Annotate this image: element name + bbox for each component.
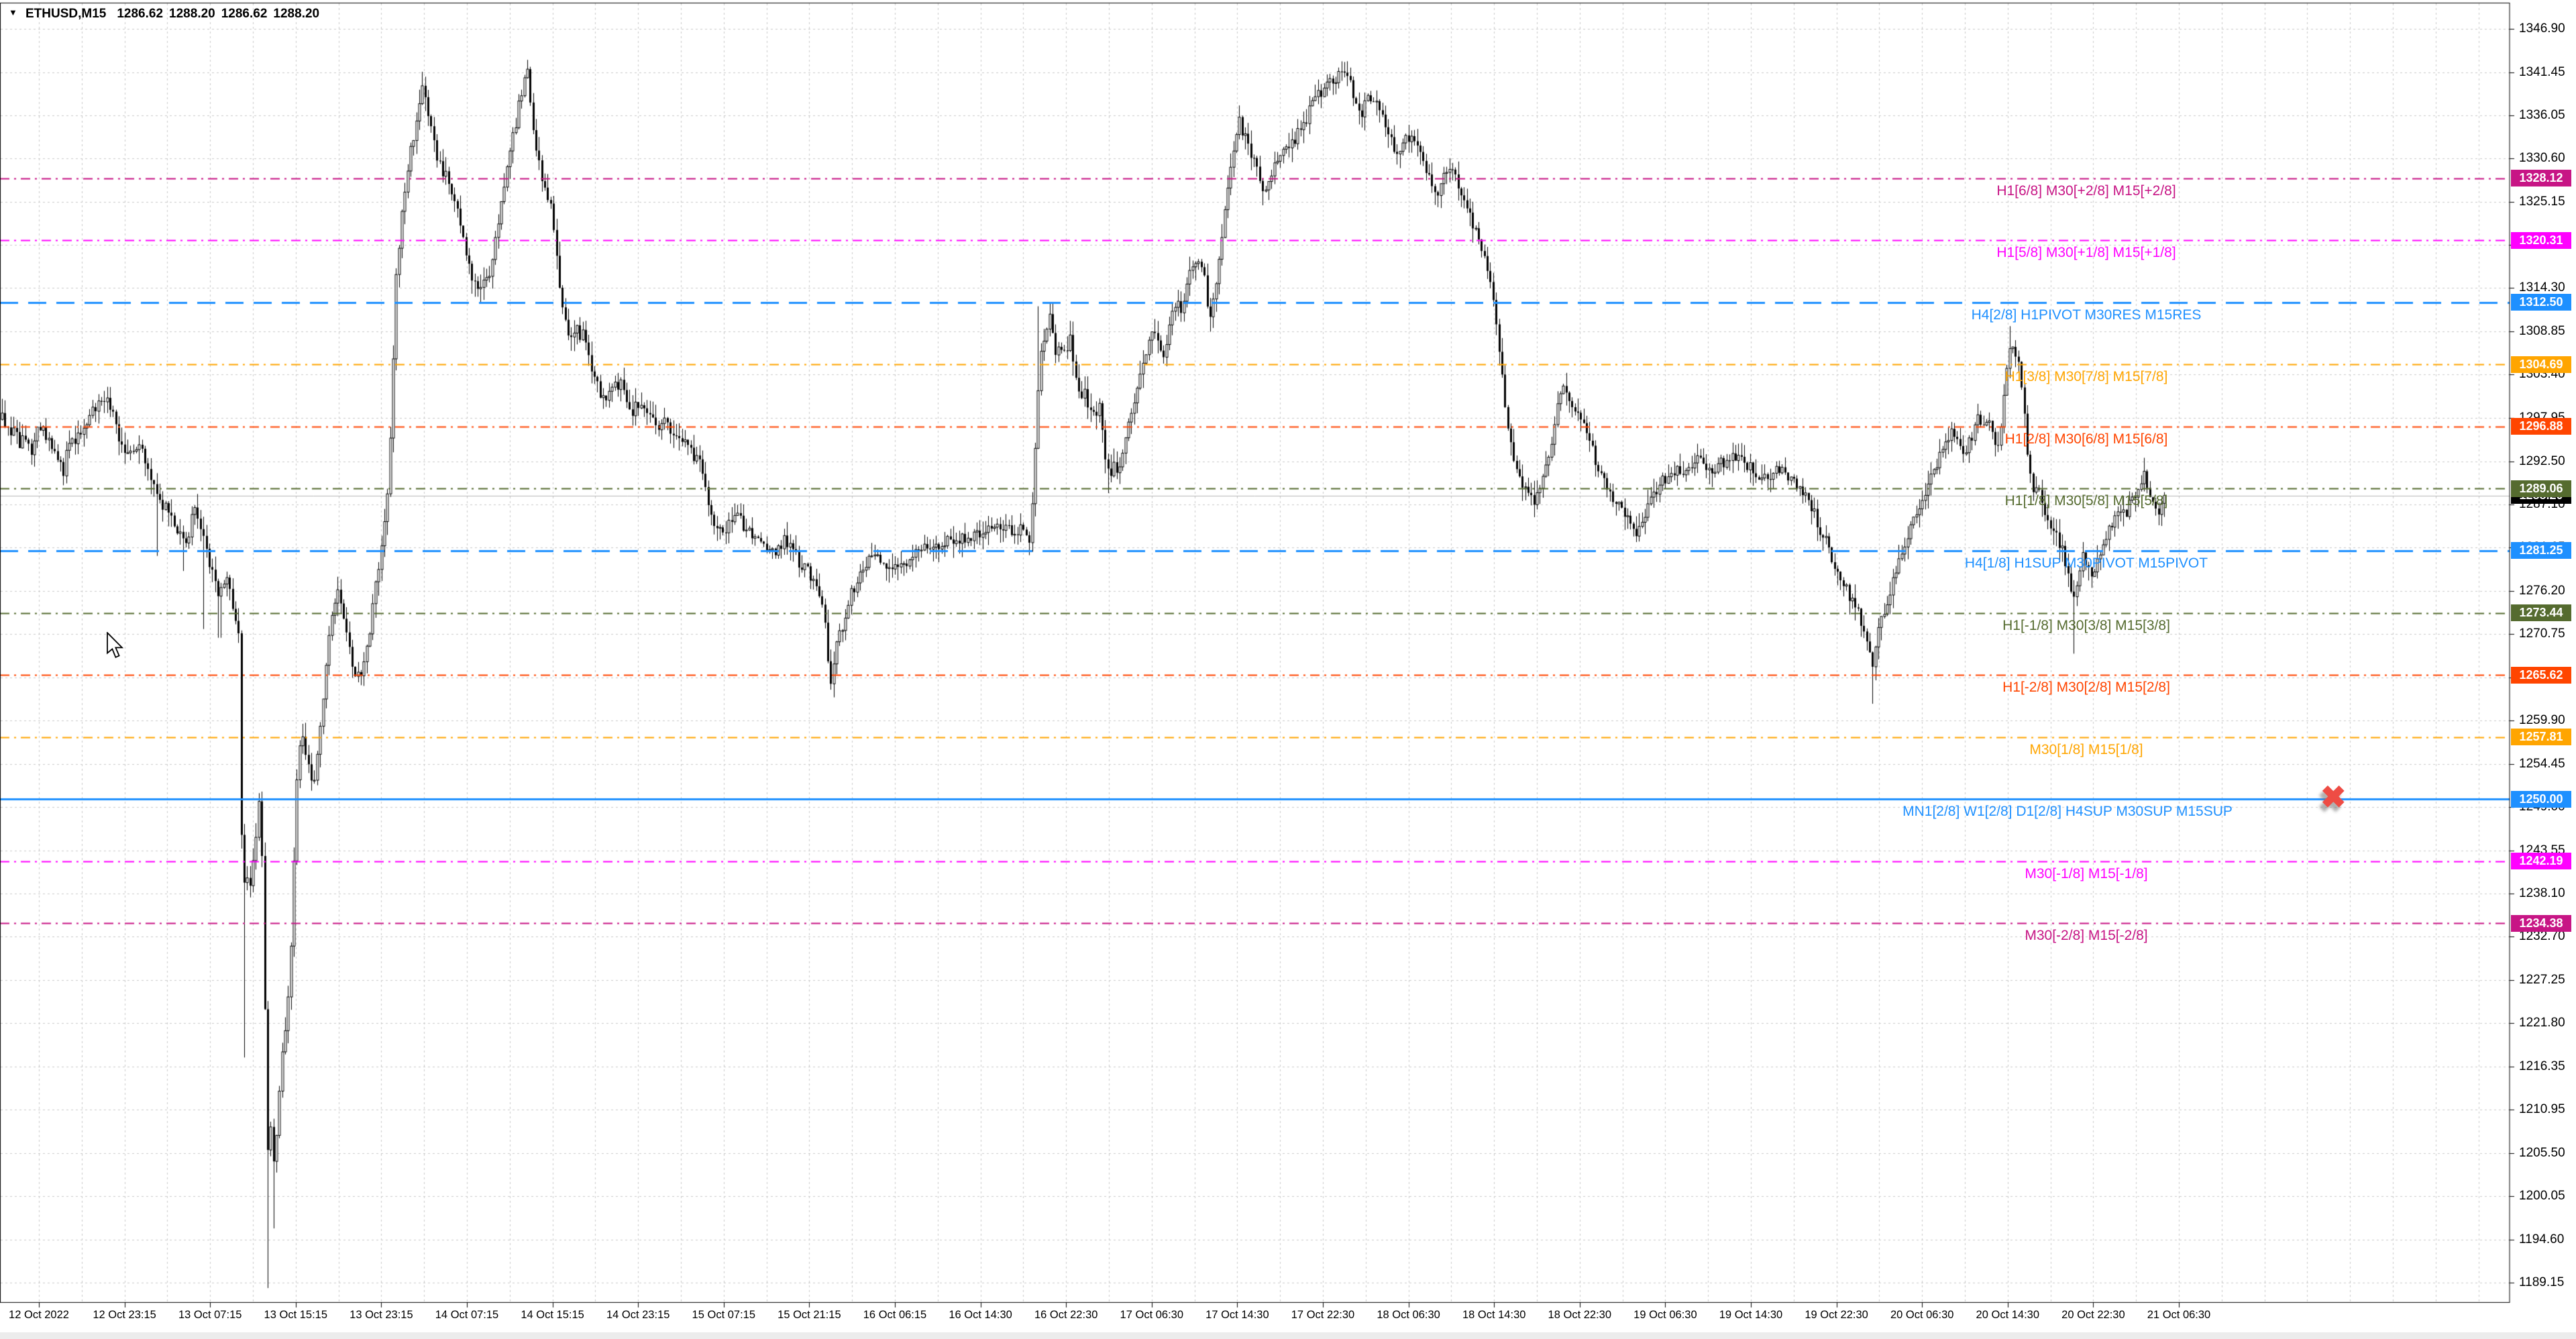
time-axis-label: 19 Oct 06:30	[1633, 1309, 1697, 1321]
chart-ohlc-title: ETHUSD,M15 1286.62 1288.20 1286.62 1288.20	[25, 7, 325, 21]
time-axis-label: 16 Oct 06:15	[863, 1309, 927, 1321]
price-level-badge: 1281.25	[2511, 542, 2571, 559]
price-tick-label: 1346.90	[2519, 21, 2565, 36]
time-axis-label: 15 Oct 07:15	[692, 1309, 756, 1321]
time-axis-label: 14 Oct 23:15	[606, 1309, 670, 1321]
price-tick-label: 1238.10	[2519, 886, 2565, 901]
window-bottom-edge	[0, 1332, 2576, 1339]
level-label: M30[-1/8] M15[-1/8]	[2025, 865, 2148, 881]
time-axis-label: 14 Oct 07:15	[435, 1309, 499, 1321]
price-tick-label: 1221.80	[2519, 1016, 2565, 1030]
level-label: H4[1/8] H1SUP M30PIVOT M15PIVOT	[1964, 555, 2208, 571]
price-tick-label: 1189.15	[2519, 1275, 2565, 1290]
symbol-timeframe-label: ETHUSD,M15	[25, 7, 107, 21]
mouse-cursor	[107, 632, 124, 659]
level-label: H1[-2/8] M30[2/8] M15[2/8]	[2002, 680, 2170, 696]
price-level-badge: 1257.81	[2511, 729, 2571, 746]
price-level-badge: 1312.50	[2511, 294, 2571, 311]
time-axis-label: 20 Oct 14:30	[1976, 1309, 2040, 1321]
time-axis-label: 18 Oct 06:30	[1377, 1309, 1440, 1321]
level-label: H1[-1/8] M30[3/8] M15[3/8]	[2002, 617, 2170, 633]
level-label: H4[2/8] H1PIVOT M30RES M15RES	[1971, 307, 2202, 323]
time-axis-label: 16 Oct 22:30	[1034, 1309, 1098, 1321]
price-tick-label: 1314.30	[2519, 280, 2565, 295]
level-label: H1[2/8] M30[6/8] M15[6/8]	[2004, 431, 2168, 447]
time-axis-label: 13 Oct 15:15	[264, 1309, 328, 1321]
time-axis-label: 17 Oct 14:30	[1205, 1309, 1269, 1321]
price-tick-label: 1292.50	[2519, 453, 2565, 468]
price-tick-label: 1200.05	[2519, 1189, 2565, 1203]
price-tick-label: 1232.70	[2519, 929, 2565, 944]
time-axis-label: 19 Oct 22:30	[1805, 1309, 1868, 1321]
price-tick-label: 1259.90	[2519, 712, 2565, 727]
time-axis-label: 15 Oct 21:15	[777, 1309, 841, 1321]
time-axis-label: 16 Oct 14:30	[949, 1309, 1012, 1321]
time-axis-label: 18 Oct 14:30	[1462, 1309, 1526, 1321]
symbol-dropdown-icon[interactable]: ▼	[9, 7, 17, 17]
price-tick-label: 1270.75	[2519, 627, 2565, 641]
price-level-badge: 1328.12	[2511, 170, 2571, 187]
price-level-badge: 1242.19	[2511, 853, 2571, 870]
ohlc-low: 1286.62	[221, 7, 268, 21]
ohlc-open: 1286.62	[117, 7, 164, 21]
time-axis-label: 12 Oct 2022	[9, 1309, 69, 1321]
ohlc-close: 1288.20	[273, 7, 320, 21]
price-tick-label: 1194.60	[2519, 1232, 2565, 1246]
deleted-object-cross-icon[interactable]: ✖	[2320, 780, 2347, 814]
price-tick-label: 1210.95	[2519, 1102, 2565, 1116]
price-tick-label: 1276.20	[2519, 583, 2565, 598]
price-tick-label: 1227.25	[2519, 972, 2565, 987]
time-axis-label: 19 Oct 14:30	[1719, 1309, 1783, 1321]
price-level-badge: 1273.44	[2511, 604, 2571, 621]
time-axis-label: 17 Oct 22:30	[1291, 1309, 1355, 1321]
time-axis-label: 21 Oct 06:30	[2147, 1309, 2211, 1321]
level-label: H1[1/8] M30[5/8] M15[5/8]	[2004, 493, 2168, 509]
level-label: H1[3/8] M30[7/8] M15[7/8]	[2004, 369, 2168, 385]
price-level-badge: 1296.88	[2511, 418, 2571, 435]
price-level-badge: 1250.00	[2511, 790, 2571, 808]
price-level-badge: 1265.62	[2511, 666, 2571, 684]
level-label: H1[5/8] M30[+1/8] M15[+1/8]	[1996, 245, 2176, 261]
time-axis-label: 14 Oct 15:15	[521, 1309, 584, 1321]
ohlc-high: 1288.20	[169, 7, 215, 21]
price-level-badge: 1289.06	[2511, 480, 2571, 497]
level-label: M30[-2/8] M15[-2/8]	[2025, 928, 2148, 944]
price-tick-label: 1336.05	[2519, 107, 2565, 122]
level-label: M30[1/8] M15[1/8]	[2029, 741, 2143, 757]
time-axis-label: 20 Oct 22:30	[2061, 1309, 2125, 1321]
time-axis-label: 13 Oct 07:15	[178, 1309, 242, 1321]
price-level-badge: 1304.69	[2511, 356, 2571, 373]
price-tick-label: 1330.60	[2519, 151, 2565, 166]
price-tick-label: 1341.45	[2519, 64, 2565, 79]
time-axis-label: 20 Oct 06:30	[1890, 1309, 1954, 1321]
time-axis-label: 13 Oct 23:15	[350, 1309, 413, 1321]
price-tick-label: 1254.45	[2519, 756, 2565, 771]
level-label: H1[6/8] M30[+2/8] M15[+2/8]	[1996, 182, 2176, 199]
price-tick-label: 1308.85	[2519, 323, 2565, 338]
time-axis-label: 17 Oct 06:30	[1120, 1309, 1184, 1321]
price-tick-label: 1216.35	[2519, 1059, 2565, 1074]
price-level-badge: 1234.38	[2511, 914, 2571, 932]
price-level-badge: 1320.31	[2511, 231, 2571, 249]
level-label: MN1[2/8] W1[2/8] D1[2/8] H4SUP M30SUP M1…	[1902, 804, 2233, 820]
time-axis-label: 18 Oct 22:30	[1548, 1309, 1612, 1321]
price-tick-label: 1325.15	[2519, 194, 2565, 209]
price-tick-label: 1205.50	[2519, 1145, 2565, 1160]
time-axis-label: 12 Oct 23:15	[93, 1309, 156, 1321]
